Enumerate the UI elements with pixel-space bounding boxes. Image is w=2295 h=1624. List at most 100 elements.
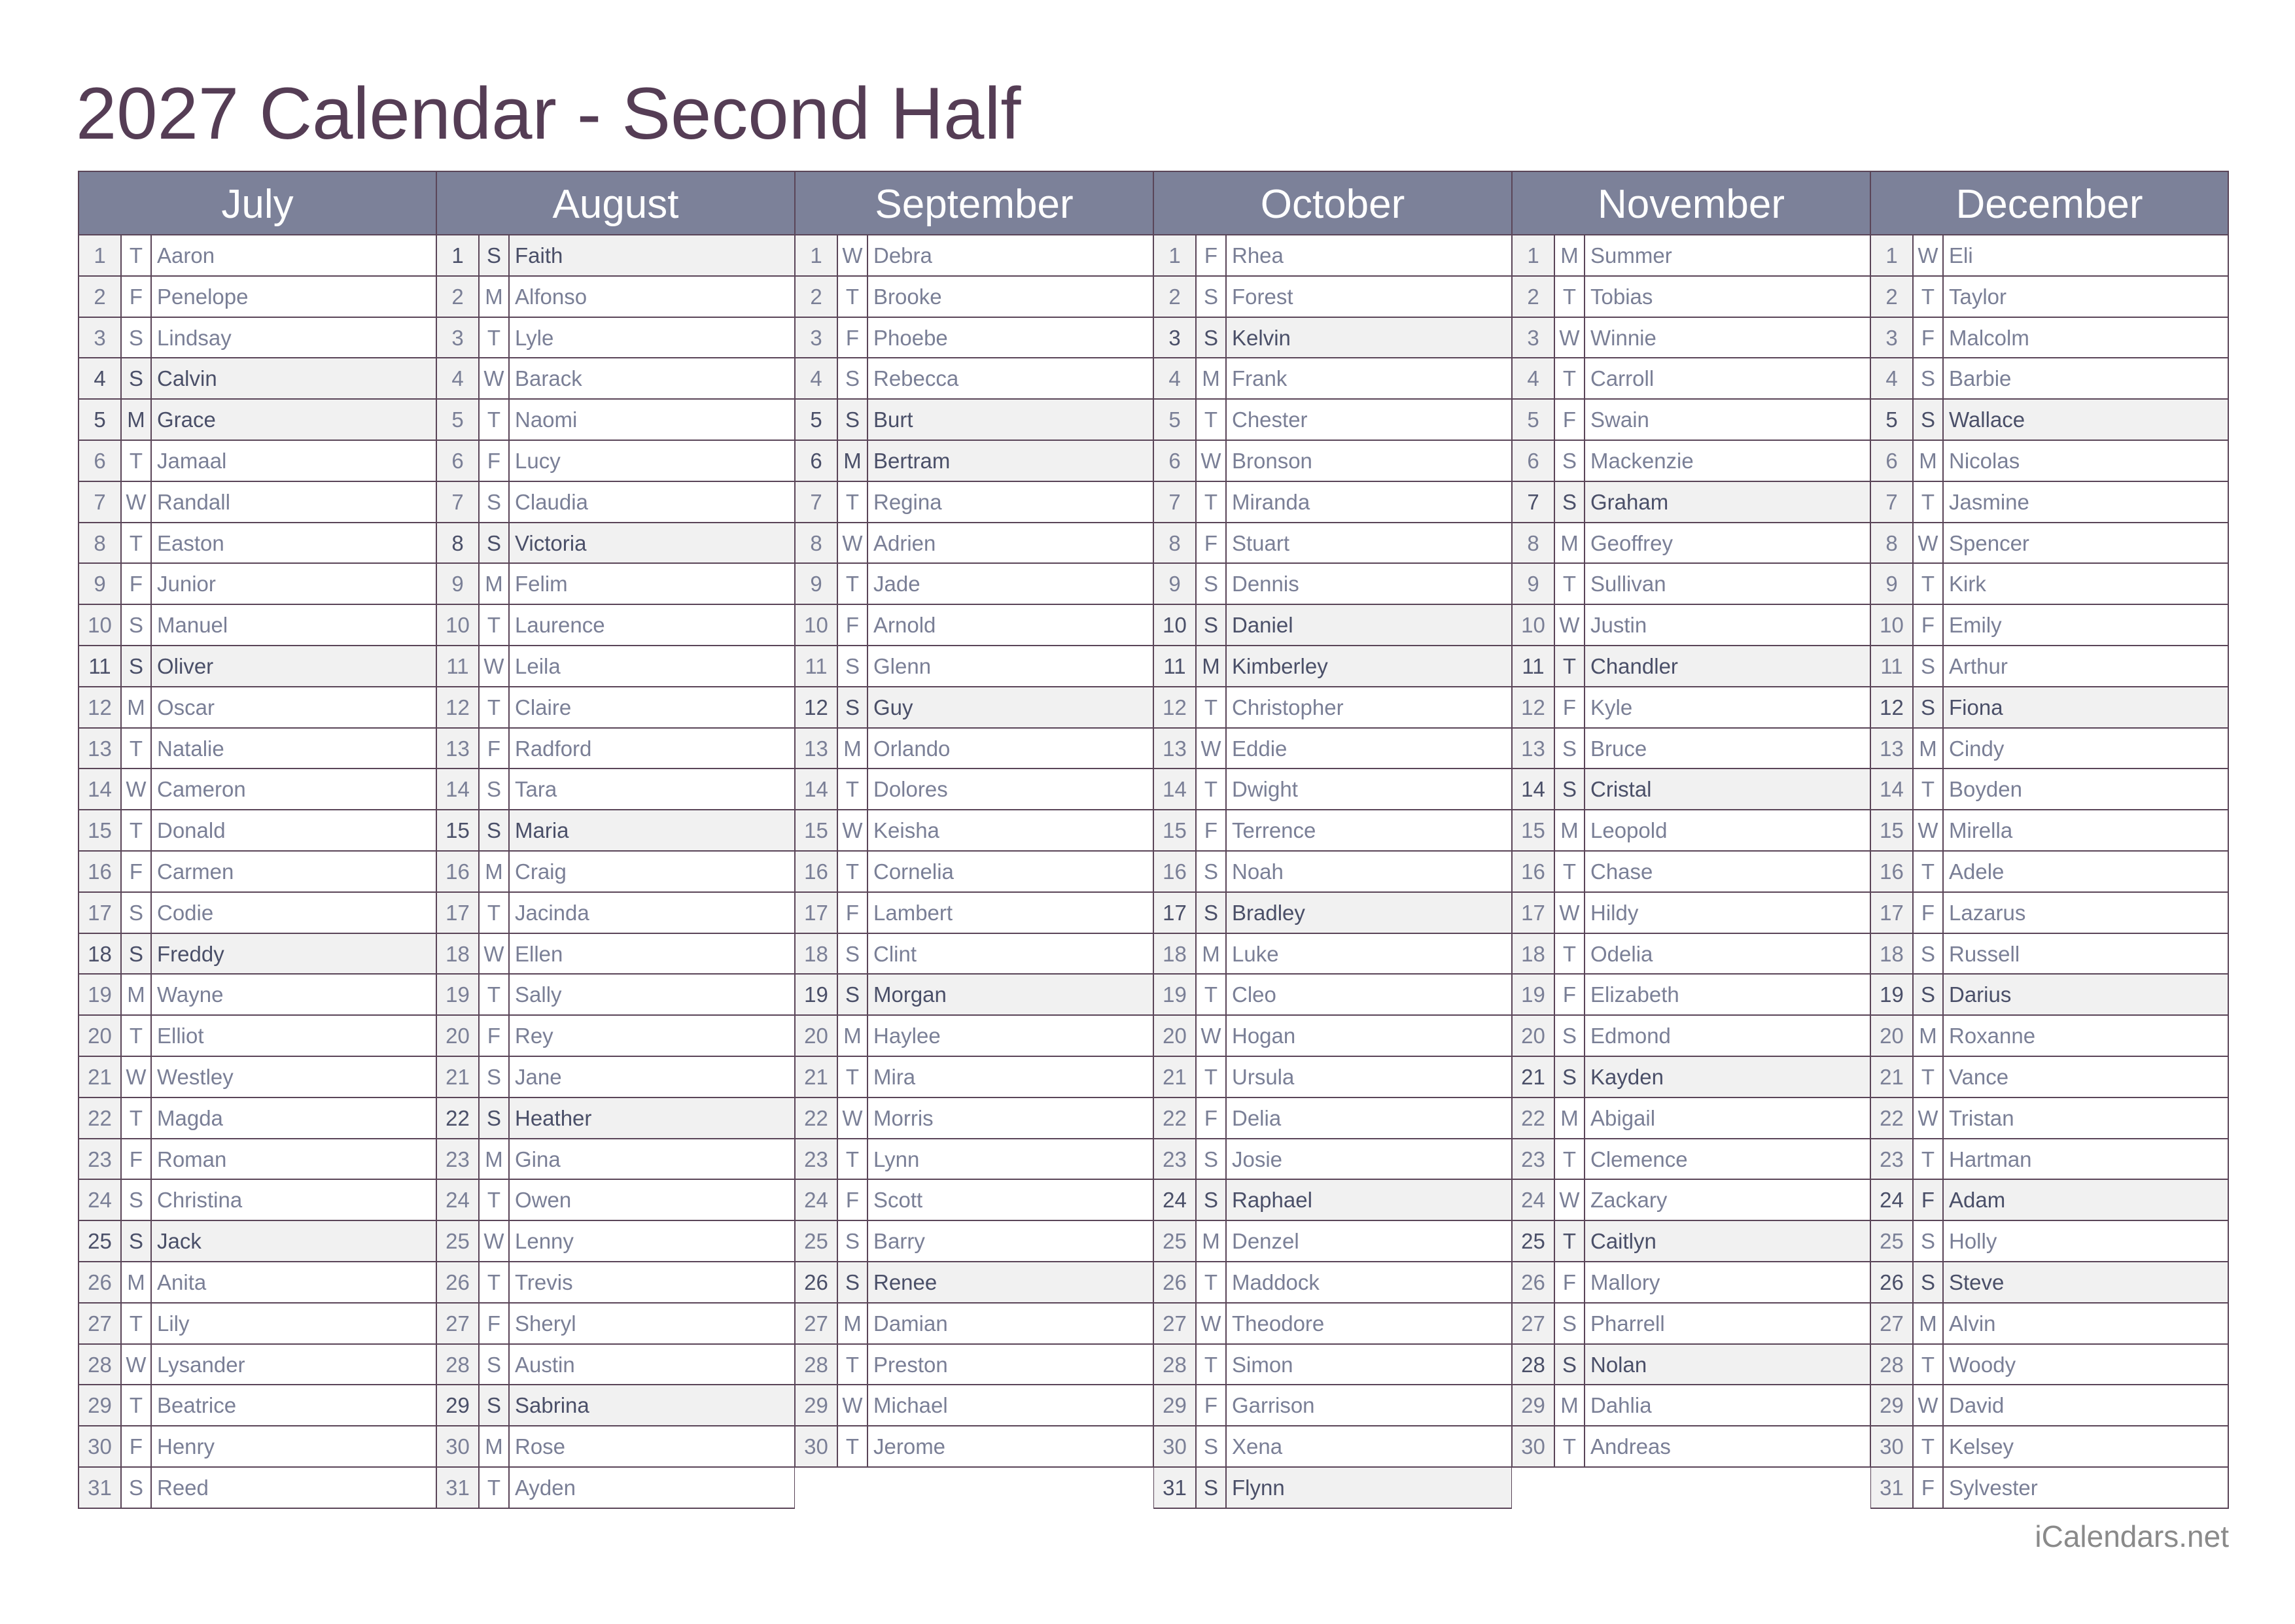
weekday-letter: W (1555, 317, 1585, 358)
name-day: Lucy (515, 448, 561, 473)
day-row: 5 M Grace (78, 400, 436, 441)
name-day: Regina (873, 489, 942, 514)
name-day: Hildy (1590, 900, 1639, 925)
weekday-letter: W (1914, 523, 1944, 563)
name-day: Lenny (515, 1229, 574, 1254)
name-day: Mallory (1590, 1270, 1660, 1294)
month-header: December (1870, 171, 2229, 235)
name-day: Lynn (873, 1147, 920, 1171)
day-number: 23 (1513, 1139, 1555, 1179)
day-number: 19 (1513, 975, 1555, 1015)
weekday-letter: M (480, 564, 510, 604)
weekday-letter: S (480, 1097, 510, 1138)
name-day: Andreas (1590, 1434, 1671, 1459)
day-row: 20 F Rey (436, 1016, 795, 1057)
name-day: Brooke (873, 284, 942, 309)
name-day: Clemence (1590, 1147, 1688, 1171)
day-number: 30 (79, 1426, 122, 1466)
day-row: 23 T Clemence (1512, 1139, 1870, 1181)
weekday-letter: S (1914, 646, 1944, 686)
weekday-letter: F (1914, 605, 1944, 645)
day-number: 27 (1513, 1303, 1555, 1343)
day-number: 21 (437, 1056, 480, 1097)
weekday-letter: S (480, 769, 510, 810)
day-row: 23 T Hartman (1870, 1139, 2229, 1181)
weekday-letter: F (1197, 810, 1227, 850)
weekday-letter: S (1914, 400, 1944, 440)
weekday-letter: T (122, 523, 152, 563)
weekday-letter: T (480, 400, 510, 440)
day-row: 25 M Denzel (1153, 1221, 1512, 1262)
name-day: Cindy (1949, 736, 2005, 761)
day-row: 15 S Maria (436, 810, 795, 852)
month-header: September (795, 171, 1153, 235)
day-number: 3 (1154, 317, 1197, 358)
name-day: Michael (873, 1393, 948, 1418)
name-day: Guy (873, 695, 913, 719)
day-number: 1 (1513, 235, 1555, 275)
day-number: 5 (437, 400, 480, 440)
day-number: 27 (796, 1303, 838, 1343)
name-day: Jasmine (1949, 489, 2029, 514)
name-day: Garrison (1232, 1393, 1315, 1418)
day-row: 11 W Leila (436, 646, 795, 687)
name-day: Preston (873, 1352, 948, 1377)
weekday-letter: S (838, 358, 868, 399)
weekday-letter: W (480, 646, 510, 686)
weekday-letter: M (1914, 1016, 1944, 1056)
weekday-letter: S (480, 1344, 510, 1385)
name-day: Flynn (1232, 1475, 1285, 1500)
day-row: 26 T Trevis (436, 1262, 795, 1304)
name-day: Frank (1232, 366, 1288, 391)
day-row: 29 W Michael (795, 1385, 1153, 1427)
day-row: 18 S Freddy (78, 933, 436, 975)
weekday-letter: S (838, 687, 868, 727)
name-day: Roman (157, 1147, 227, 1171)
day-row: 1 M Summer (1512, 235, 1870, 277)
day-number: 20 (796, 1016, 838, 1056)
weekday-letter: S (1555, 1056, 1585, 1097)
name-day: Manuel (157, 613, 228, 638)
day-row: 19 M Wayne (78, 975, 436, 1016)
day-number: 28 (79, 1344, 122, 1385)
day-number: 19 (437, 975, 480, 1015)
name-day: Pharrell (1590, 1311, 1665, 1336)
name-day: Theodore (1232, 1311, 1325, 1336)
name-day: Gina (515, 1147, 561, 1171)
name-day: Jacinda (515, 900, 589, 925)
day-number: 27 (1871, 1303, 1914, 1343)
day-row: 27 M Alvin (1870, 1303, 2229, 1345)
weekday-letter: S (1555, 440, 1585, 481)
weekday-letter: T (1197, 769, 1227, 810)
day-number: 16 (437, 851, 480, 891)
day-number: 14 (796, 769, 838, 810)
day-row: 7 T Jasmine (1870, 481, 2229, 523)
weekday-letter: T (838, 1056, 868, 1097)
day-number: 16 (1154, 851, 1197, 891)
weekday-letter: M (838, 440, 868, 481)
day-number: 22 (1871, 1097, 1914, 1138)
name-day: Fiona (1949, 695, 2003, 719)
weekday-letter: M (1197, 646, 1227, 686)
name-day: Taylor (1949, 284, 2007, 309)
weekday-letter: T (838, 1139, 868, 1179)
weekday-letter: F (480, 728, 510, 769)
day-number: 12 (796, 687, 838, 727)
day-number: 17 (1871, 892, 1914, 933)
weekday-letter: S (122, 605, 152, 645)
weekday-letter: M (1197, 933, 1227, 974)
weekday-letter: M (480, 1139, 510, 1179)
name-day: Simon (1232, 1352, 1293, 1377)
weekday-letter: T (838, 564, 868, 604)
day-row: 27 W Theodore (1153, 1303, 1512, 1345)
weekday-letter: S (1555, 769, 1585, 810)
day-number: 16 (1513, 851, 1555, 891)
weekday-letter: W (838, 235, 868, 275)
day-number: 31 (1871, 1467, 1914, 1508)
day-row: 17 F Lambert (795, 892, 1153, 934)
month-header: October (1153, 171, 1512, 235)
weekday-letter: W (122, 769, 152, 810)
name-day: Beatrice (157, 1393, 237, 1418)
day-row: 29 T Beatrice (78, 1385, 436, 1427)
day-row: 12 T Claire (436, 687, 795, 729)
